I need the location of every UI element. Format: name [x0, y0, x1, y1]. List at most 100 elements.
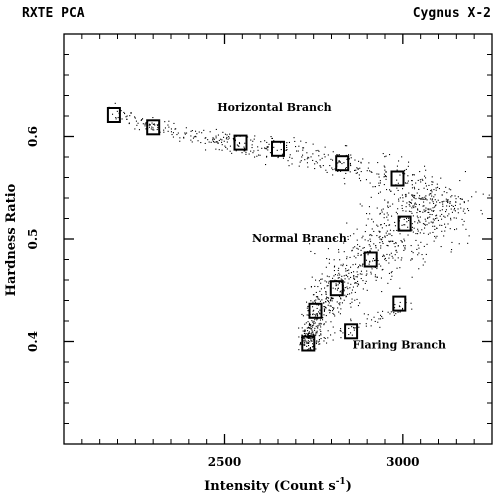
scatter-point	[213, 141, 215, 143]
scatter-point	[152, 123, 154, 125]
scatter-point	[424, 223, 426, 225]
scatter-point	[385, 232, 387, 234]
scatter-point	[134, 128, 136, 130]
scatter-point	[450, 189, 452, 191]
scatter-point	[157, 127, 159, 129]
scatter-point	[428, 194, 430, 196]
scatter-point	[401, 224, 403, 226]
scatter-point	[433, 219, 435, 221]
scatter-point	[354, 291, 356, 293]
scatter-point	[353, 277, 355, 279]
scatter-point	[314, 313, 316, 315]
scatter-point	[328, 302, 330, 304]
scatter-point	[376, 276, 378, 278]
scatter-point	[356, 285, 358, 287]
scatter-point	[323, 340, 325, 342]
scatter-point	[381, 209, 383, 211]
scatter-point	[404, 248, 406, 250]
scatter-point	[429, 232, 431, 234]
scatter-point	[269, 152, 271, 154]
scatter-point	[328, 297, 330, 299]
scatter-point	[228, 137, 230, 139]
scatter-point	[306, 307, 308, 309]
scatter-point	[327, 304, 329, 306]
scatter-point	[362, 235, 364, 237]
scatter-point	[347, 236, 349, 238]
scatter-point	[339, 161, 341, 163]
scatter-point	[152, 117, 154, 119]
scatter-point	[366, 273, 368, 275]
scatter-point	[387, 311, 389, 313]
scatter-point	[315, 341, 317, 343]
scatter-point	[407, 175, 409, 177]
scatter-point	[403, 218, 405, 220]
scatter-point	[425, 220, 427, 222]
scatter-point	[295, 146, 297, 148]
scatter-point	[359, 167, 361, 169]
scatter-point	[201, 132, 203, 134]
scatter-point	[196, 133, 198, 135]
scatter-point	[384, 169, 386, 171]
scatter-point	[455, 198, 457, 200]
scatter-point	[370, 196, 372, 198]
scatter-point	[315, 315, 317, 317]
scatter-point	[315, 348, 317, 350]
scatter-point	[317, 298, 319, 300]
scatter-point	[412, 252, 414, 254]
scatter-point	[381, 241, 383, 243]
scatter-point	[319, 159, 321, 161]
scatter-point	[402, 210, 404, 212]
scatter-point	[360, 180, 362, 182]
scatter-point	[454, 207, 456, 209]
scatter-point	[461, 218, 463, 220]
scatter-point	[319, 343, 321, 345]
scatter-point	[413, 207, 415, 209]
scatter-point	[372, 258, 374, 260]
scatter-point	[320, 334, 322, 336]
scatter-point	[298, 145, 300, 147]
scatter-point	[128, 123, 130, 125]
scatter-point	[421, 197, 423, 199]
scatter-point	[340, 278, 342, 280]
scatter-point	[288, 141, 290, 143]
scatter-point	[378, 185, 380, 187]
scatter-point	[428, 184, 430, 186]
scatter-point	[307, 314, 309, 316]
scatter-point	[314, 168, 316, 170]
scatter-point	[306, 301, 308, 303]
scatter-point	[337, 277, 339, 279]
scatter-point	[391, 240, 393, 242]
scatter-point	[441, 230, 443, 232]
scatter-point	[311, 338, 313, 340]
scatter-point	[417, 209, 419, 211]
scatter-point	[443, 235, 445, 237]
scatter-point	[325, 307, 327, 309]
scatter-point	[338, 272, 340, 274]
scatter-point	[307, 333, 309, 335]
scatter-point	[381, 227, 383, 229]
scatter-point	[156, 124, 158, 126]
scatter-point	[170, 128, 172, 130]
scatter-point	[345, 270, 347, 272]
scatter-point	[256, 155, 258, 157]
scatter-point	[300, 160, 302, 162]
scatter-point	[301, 334, 303, 336]
scatter-point	[420, 181, 422, 183]
scatter-point	[396, 251, 398, 253]
scatter-point	[308, 345, 310, 347]
scatter-point	[183, 137, 185, 139]
scatter-point	[422, 198, 424, 200]
scatter-point	[343, 288, 345, 290]
selection-box	[233, 134, 248, 151]
scatter-point	[390, 278, 392, 280]
selection-box	[335, 155, 350, 172]
scatter-point	[348, 334, 350, 336]
scatter-point	[338, 154, 340, 156]
scatter-point	[298, 349, 300, 351]
scatter-point	[365, 325, 367, 327]
scatter-point	[320, 282, 322, 284]
scatter-point	[427, 233, 429, 235]
scatter-point	[344, 278, 346, 280]
scatter-point	[350, 165, 352, 167]
scatter-point	[378, 236, 380, 238]
